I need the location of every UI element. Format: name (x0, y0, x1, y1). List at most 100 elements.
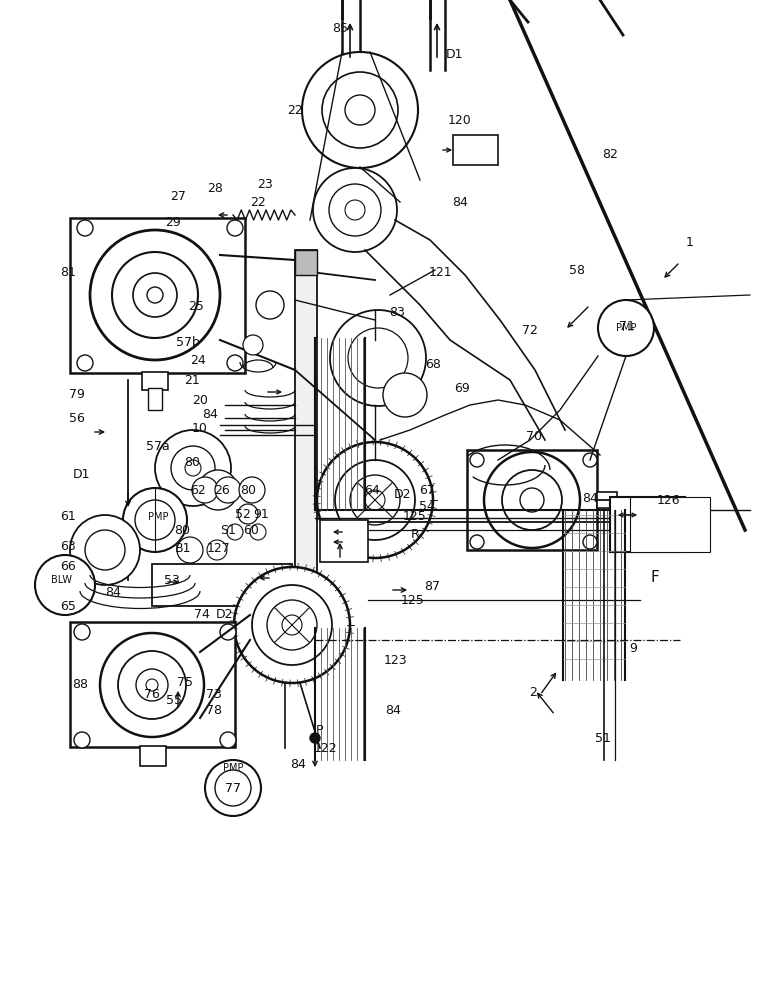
Text: 80: 80 (174, 524, 190, 538)
Polygon shape (295, 250, 317, 275)
Circle shape (85, 530, 125, 570)
Circle shape (112, 252, 198, 338)
Circle shape (239, 477, 265, 503)
Text: 26: 26 (214, 484, 230, 496)
Text: 56: 56 (69, 412, 85, 424)
Circle shape (335, 460, 415, 540)
Circle shape (74, 624, 90, 640)
Circle shape (177, 537, 203, 563)
Circle shape (74, 732, 90, 748)
Circle shape (256, 291, 284, 319)
Text: B1: B1 (174, 542, 191, 556)
Text: 80: 80 (184, 456, 200, 468)
Circle shape (317, 442, 433, 558)
Text: 84: 84 (452, 196, 468, 209)
Text: 23: 23 (257, 178, 273, 192)
Circle shape (215, 477, 241, 503)
Circle shape (470, 453, 484, 467)
Circle shape (502, 470, 562, 530)
Circle shape (484, 452, 580, 548)
Text: 81: 81 (60, 265, 76, 278)
Text: 71: 71 (619, 320, 635, 332)
Text: 67: 67 (419, 484, 435, 496)
Text: 85: 85 (332, 21, 348, 34)
Text: 28: 28 (207, 182, 223, 194)
Text: 22: 22 (287, 104, 303, 116)
Text: 120: 120 (448, 113, 472, 126)
Text: 51: 51 (595, 732, 611, 744)
Circle shape (227, 524, 243, 540)
Text: 1: 1 (686, 236, 694, 249)
Circle shape (77, 355, 93, 371)
Circle shape (135, 500, 175, 540)
Circle shape (234, 567, 350, 683)
Circle shape (220, 732, 236, 748)
Text: 21: 21 (184, 374, 200, 387)
Text: 127: 127 (207, 542, 231, 556)
Circle shape (227, 220, 243, 236)
Text: 125: 125 (401, 593, 425, 606)
Circle shape (146, 679, 158, 691)
Text: 29: 29 (165, 217, 181, 230)
Bar (148, 388, 162, 410)
Text: 24: 24 (190, 354, 206, 366)
Text: 2: 2 (529, 686, 537, 698)
Text: BLW: BLW (51, 575, 73, 585)
Circle shape (205, 760, 261, 816)
Circle shape (207, 540, 227, 560)
Circle shape (243, 335, 263, 355)
Circle shape (250, 524, 266, 540)
Circle shape (215, 770, 251, 806)
Text: 82: 82 (602, 148, 618, 161)
Text: 123: 123 (383, 654, 407, 666)
Text: 121: 121 (428, 266, 452, 279)
Bar (295, 250, 317, 640)
Circle shape (171, 446, 215, 490)
Text: 53: 53 (164, 574, 180, 586)
Text: 62: 62 (190, 484, 206, 496)
Bar (140, 746, 166, 766)
Text: F: F (650, 570, 659, 585)
Text: 54: 54 (419, 500, 435, 514)
Circle shape (583, 453, 597, 467)
Text: 57b: 57b (176, 336, 200, 349)
Circle shape (583, 535, 597, 549)
Circle shape (133, 273, 177, 317)
Text: PMP: PMP (148, 512, 168, 522)
Text: 91: 91 (253, 508, 269, 520)
Circle shape (267, 600, 317, 650)
Text: 10: 10 (192, 422, 208, 434)
Circle shape (322, 72, 398, 148)
Text: 65: 65 (60, 600, 76, 613)
Text: 79: 79 (69, 387, 85, 400)
Text: 126: 126 (656, 493, 680, 506)
Text: 20: 20 (192, 393, 208, 406)
Circle shape (520, 488, 544, 512)
Text: 60: 60 (243, 524, 259, 538)
Circle shape (310, 733, 320, 743)
Text: 76: 76 (144, 688, 160, 700)
Text: 72: 72 (522, 324, 538, 336)
Text: PMP: PMP (223, 763, 243, 773)
Text: 61: 61 (60, 510, 76, 524)
Text: 125: 125 (403, 510, 427, 522)
Text: 84: 84 (202, 408, 218, 422)
Circle shape (136, 669, 168, 701)
Circle shape (302, 52, 418, 168)
Text: 75: 75 (177, 676, 193, 688)
Bar (320, 520, 368, 562)
Text: 74: 74 (194, 607, 210, 620)
Circle shape (35, 555, 95, 615)
Text: D1: D1 (73, 468, 91, 482)
Text: 22: 22 (250, 196, 266, 210)
Text: 84: 84 (582, 491, 598, 504)
Bar (70, 622, 235, 747)
Text: D2: D2 (394, 488, 412, 500)
Text: 84: 84 (290, 758, 306, 772)
Text: P: P (316, 724, 324, 736)
Text: D2: D2 (216, 607, 234, 620)
Bar (70, 218, 245, 373)
Text: 69: 69 (454, 381, 470, 394)
Text: 64: 64 (364, 484, 380, 496)
Circle shape (118, 651, 186, 719)
